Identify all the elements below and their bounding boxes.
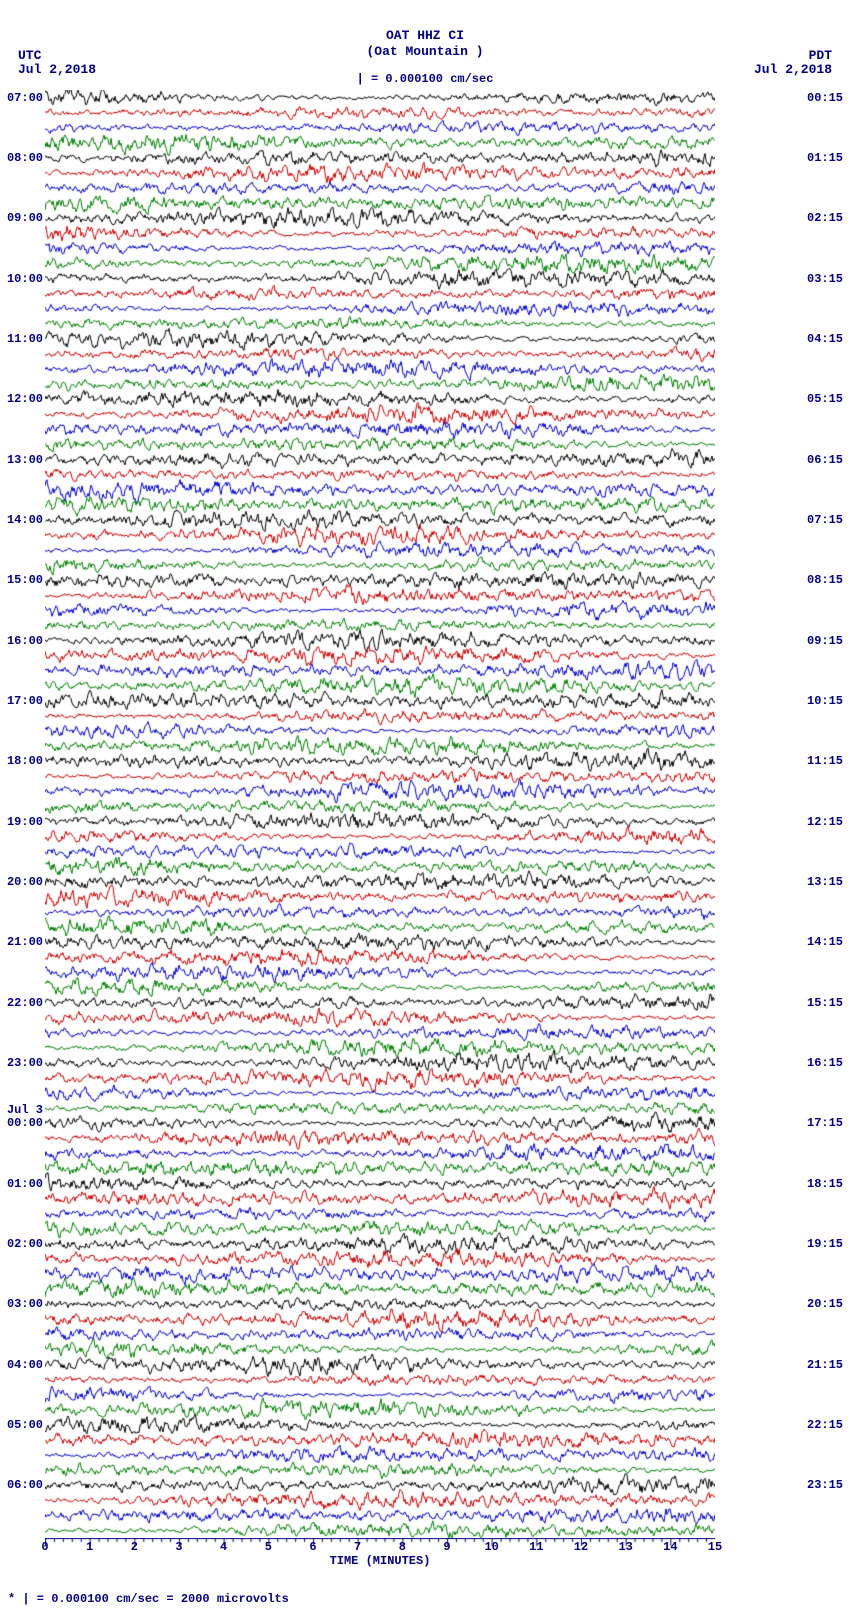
pdt-hour-label: 00:15	[807, 91, 847, 105]
utc-hour-label: 02:00	[3, 1237, 43, 1251]
utc-day-marker: Jul 3	[3, 1103, 43, 1117]
utc-hour-label: 03:00	[3, 1297, 43, 1311]
pdt-hour-label: 18:15	[807, 1177, 847, 1191]
utc-hour-label: 09:00	[3, 211, 43, 225]
x-tick-label: 8	[399, 1540, 406, 1554]
seismogram-plot: 07:0000:1508:0001:1509:0002:1510:0003:15…	[45, 90, 715, 1538]
utc-hour-label: 15:00	[3, 573, 43, 587]
x-tick-label: 1	[86, 1540, 93, 1554]
utc-hour-label: 23:00	[3, 1056, 43, 1070]
utc-hour-label: 12:00	[3, 392, 43, 406]
pdt-hour-label: 21:15	[807, 1358, 847, 1372]
title-line-1: OAT HHZ CI	[0, 28, 850, 44]
pdt-hour-label: 20:15	[807, 1297, 847, 1311]
utc-hour-label: 01:00	[3, 1177, 43, 1191]
utc-hour-label: 10:00	[3, 272, 43, 286]
utc-hour-label: 20:00	[3, 875, 43, 889]
pdt-hour-label: 02:15	[807, 211, 847, 225]
x-tick-label: 6	[309, 1540, 316, 1554]
x-tick-label: 5	[265, 1540, 272, 1554]
x-axis-label: TIME (MINUTES)	[45, 1554, 715, 1568]
pdt-hour-label: 03:15	[807, 272, 847, 286]
x-tick-label: 4	[220, 1540, 227, 1554]
pdt-hour-label: 08:15	[807, 573, 847, 587]
utc-hour-label: 13:00	[3, 453, 43, 467]
chart-title: OAT HHZ CI (Oat Mountain )	[0, 28, 850, 59]
seismogram-container: UTC Jul 2,2018 PDT Jul 2,2018 OAT HHZ CI…	[0, 0, 850, 1613]
x-tick-label: 13	[618, 1540, 632, 1554]
utc-hour-label: 18:00	[3, 754, 43, 768]
x-axis-ticks-canvas	[45, 1538, 715, 1554]
utc-hour-label: 19:00	[3, 815, 43, 829]
utc-hour-label: 22:00	[3, 996, 43, 1010]
title-line-2: (Oat Mountain )	[0, 44, 850, 60]
utc-hour-label: 00:00	[3, 1116, 43, 1130]
pdt-hour-label: 06:15	[807, 453, 847, 467]
x-tick-label: 0	[41, 1540, 48, 1554]
utc-hour-label: 11:00	[3, 332, 43, 346]
utc-hour-label: 16:00	[3, 634, 43, 648]
pdt-hour-label: 05:15	[807, 392, 847, 406]
x-tick-label: 12	[574, 1540, 588, 1554]
seismogram-canvas	[45, 90, 715, 1538]
footer-note: * | = 0.000100 cm/sec = 2000 microvolts	[8, 1592, 289, 1606]
pdt-hour-label: 14:15	[807, 935, 847, 949]
pdt-hour-label: 23:15	[807, 1478, 847, 1492]
pdt-hour-label: 12:15	[807, 815, 847, 829]
utc-hour-label: 05:00	[3, 1418, 43, 1432]
pdt-hour-label: 22:15	[807, 1418, 847, 1432]
x-tick-label: 15	[708, 1540, 722, 1554]
x-tick-label: 10	[484, 1540, 498, 1554]
utc-hour-label: 14:00	[3, 513, 43, 527]
pdt-hour-label: 01:15	[807, 151, 847, 165]
x-axis: TIME (MINUTES) 0123456789101112131415	[45, 1538, 715, 1578]
utc-hour-label: 07:00	[3, 91, 43, 105]
x-tick-label: 11	[529, 1540, 543, 1554]
pdt-hour-label: 13:15	[807, 875, 847, 889]
pdt-hour-label: 10:15	[807, 694, 847, 708]
pdt-hour-label: 04:15	[807, 332, 847, 346]
utc-hour-label: 06:00	[3, 1478, 43, 1492]
pdt-hour-label: 16:15	[807, 1056, 847, 1070]
utc-hour-label: 08:00	[3, 151, 43, 165]
scale-note: | = 0.000100 cm/sec	[0, 72, 850, 86]
pdt-hour-label: 17:15	[807, 1116, 847, 1130]
utc-hour-label: 17:00	[3, 694, 43, 708]
pdt-hour-label: 11:15	[807, 754, 847, 768]
utc-hour-label: 21:00	[3, 935, 43, 949]
pdt-hour-label: 09:15	[807, 634, 847, 648]
x-tick-label: 14	[663, 1540, 677, 1554]
x-tick-label: 7	[354, 1540, 361, 1554]
pdt-hour-label: 07:15	[807, 513, 847, 527]
x-tick-label: 2	[131, 1540, 138, 1554]
x-tick-label: 3	[175, 1540, 182, 1554]
pdt-hour-label: 19:15	[807, 1237, 847, 1251]
utc-hour-label: 04:00	[3, 1358, 43, 1372]
pdt-hour-label: 15:15	[807, 996, 847, 1010]
x-tick-label: 9	[443, 1540, 450, 1554]
